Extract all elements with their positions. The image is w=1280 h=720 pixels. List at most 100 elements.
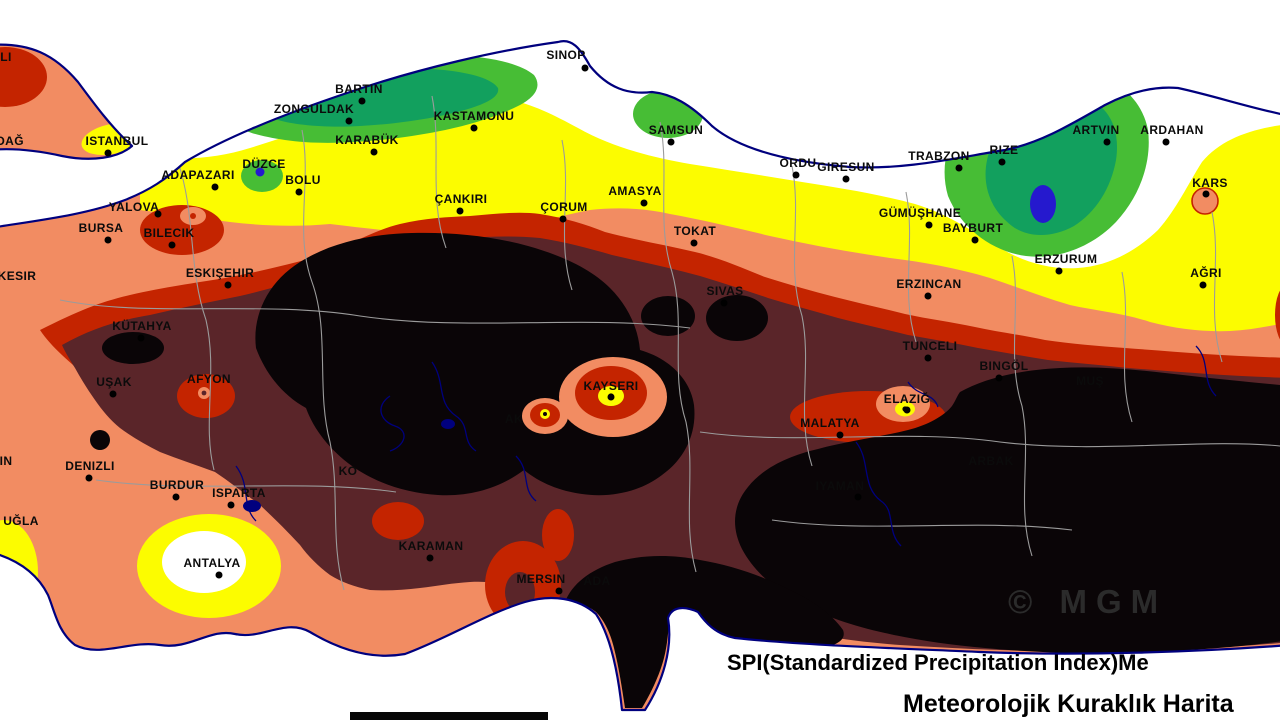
city-label-bursa: BURSA [78, 221, 124, 235]
city-dot [295, 188, 303, 196]
city-dot [154, 210, 162, 218]
region-black-kutahya [102, 332, 164, 364]
city-dot [168, 241, 176, 249]
region-aksaray-dot [543, 412, 547, 416]
city-label-ordu: ORDU [779, 156, 817, 170]
city-label-amasya: AMASYA [608, 184, 662, 198]
rivers-lakes [235, 345, 1217, 547]
city-label-ari: AĞRI [1190, 266, 1222, 280]
city-label-bolu: BOLU [285, 173, 321, 187]
city-dot [1103, 138, 1111, 146]
city-dot [998, 158, 1006, 166]
city-label-uak: UŞAK [96, 375, 132, 389]
city-label-ktahya: KÜTAHYA [112, 319, 172, 333]
city-dot [903, 406, 911, 414]
city-dot [924, 292, 932, 300]
city-dot [925, 221, 933, 229]
city-dot [792, 171, 800, 179]
city-label-karabk: KARABÜK [335, 133, 399, 147]
city-dot [109, 390, 117, 398]
city-label-afyon: AFYON [187, 372, 231, 386]
city-dot [555, 587, 563, 595]
city-label-isparta: ISPARTA [212, 486, 266, 500]
city-label-eskiehir: ESKIŞEHIR [185, 266, 255, 280]
city-label-in: IN [0, 454, 13, 468]
city-label-bayburt: BAYBURT [942, 221, 1004, 235]
city-label-arbak: ARBAK [968, 454, 1014, 468]
city-dot [345, 117, 353, 125]
city-label-mu: MUŞ [1076, 374, 1104, 388]
city-label-bartin: BARTIN [335, 82, 383, 96]
city-dot [842, 175, 850, 183]
city-label-ardahan: ARDAHAN [1140, 123, 1204, 137]
city-dot [1055, 267, 1063, 275]
city-dot [137, 334, 145, 342]
city-dot [836, 431, 844, 439]
city-label-erzurum: ERZURUM [1034, 252, 1098, 266]
city-dot [215, 571, 223, 579]
city-dot [971, 236, 979, 244]
city-dot [581, 64, 589, 72]
city-dot [1202, 190, 1210, 198]
city-dot [104, 149, 112, 157]
city-label-iyaman: IYAMAN [815, 479, 865, 493]
region-red-mersin-north [542, 509, 574, 561]
city-label-li: LI [0, 50, 12, 64]
coastline [0, 40, 1280, 712]
city-label-ada: ADA [583, 574, 611, 588]
city-label-kayseri: KAYSERI [583, 379, 639, 393]
city-dot [172, 493, 180, 501]
city-dot [85, 474, 93, 482]
city-dot [224, 281, 232, 289]
city-label-erzincan: ERZINCAN [896, 277, 962, 291]
region-kars-orange-spot [1191, 187, 1219, 215]
city-label-ankiri: ÇANKIRI [434, 192, 488, 206]
city-label-kastamonu: KASTAMONU [433, 109, 515, 123]
city-label-gmhane: GÜMÜŞHANE [878, 206, 962, 220]
city-dot [955, 164, 963, 172]
city-dot [211, 183, 219, 191]
city-label-bingl: BINGÖL [979, 359, 1029, 373]
mgm-copyright: © MGM [1008, 583, 1168, 620]
city-label-sinop: SINOP [546, 48, 586, 62]
city-label-elazi: ELAZIĞ [883, 392, 931, 406]
city-label-tokat: TOKAT [673, 224, 717, 238]
region-red-thrace [0, 47, 47, 107]
region-black-sivas [706, 295, 768, 341]
city-dot [456, 207, 464, 215]
city-dot [995, 374, 1003, 382]
city-label-orum: ÇORUM [540, 200, 588, 214]
city-dot [426, 554, 434, 562]
legend-bar-fragment [350, 712, 548, 720]
city-dot [667, 138, 675, 146]
city-label-sivas: SIVAS [706, 284, 744, 298]
city-label-dzce: DÜZCE [242, 157, 286, 171]
city-label-ak: AK [504, 412, 524, 426]
city-label-bilecik: BILECIK [143, 226, 195, 240]
city-dot [358, 97, 366, 105]
city-label-zonguldak: ZONGULDAK [273, 102, 355, 116]
city-label-mersin: MERSIN [516, 572, 566, 586]
city-label-denizli: DENIZLI [65, 459, 115, 473]
region-black-spot-west [90, 430, 110, 450]
region-blue-spot-duzce [255, 167, 265, 177]
city-label-kars: KARS [1192, 176, 1228, 190]
city-label-da: DAĞ [0, 134, 24, 148]
city-dot [227, 501, 235, 509]
city-dot [720, 299, 728, 307]
map-caption-subtitle: Meteorolojik Kuraklık Harita [903, 690, 1234, 718]
city-label-adapazari: ADAPAZARI [161, 168, 235, 182]
city-dot [370, 148, 378, 156]
city-dot [1162, 138, 1170, 146]
city-label-giresun: GIRESUN [817, 160, 875, 174]
city-label-burdur: BURDUR [149, 478, 205, 492]
city-dot [1199, 281, 1207, 289]
city-label-istanbul: ISTANBUL [85, 134, 149, 148]
region-black-east [735, 367, 1280, 653]
region-red-mersin-west [372, 502, 424, 540]
city-label-ula: UĞLA [3, 514, 39, 528]
city-dot [607, 393, 615, 401]
region-antalya-white-core [162, 531, 246, 593]
